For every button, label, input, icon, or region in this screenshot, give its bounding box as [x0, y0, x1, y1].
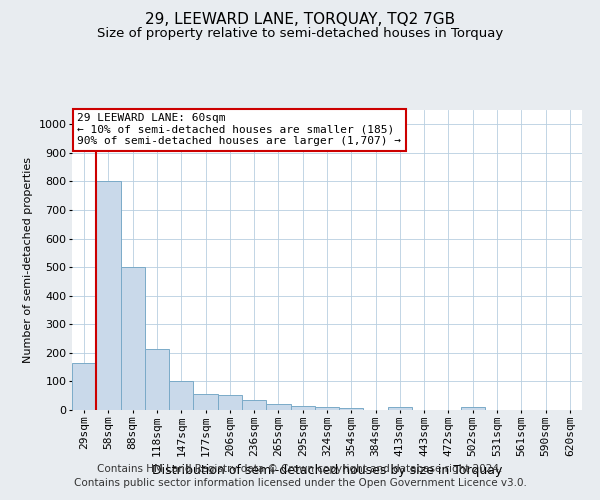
Bar — [461, 407, 485, 410]
Bar — [242, 400, 266, 410]
Bar — [339, 408, 364, 410]
Bar — [72, 363, 96, 410]
Text: 29 LEEWARD LANE: 60sqm
← 10% of semi-detached houses are smaller (185)
90% of se: 29 LEEWARD LANE: 60sqm ← 10% of semi-det… — [77, 113, 401, 146]
Text: Size of property relative to semi-detached houses in Torquay: Size of property relative to semi-detach… — [97, 28, 503, 40]
Bar — [169, 382, 193, 410]
Bar — [266, 404, 290, 410]
Bar — [315, 407, 339, 410]
Text: Contains HM Land Registry data © Crown copyright and database right 2024.
Contai: Contains HM Land Registry data © Crown c… — [74, 464, 526, 487]
X-axis label: Distribution of semi-detached houses by size in Torquay: Distribution of semi-detached houses by … — [152, 464, 502, 477]
Bar — [290, 406, 315, 410]
Bar — [388, 407, 412, 410]
Bar — [218, 395, 242, 410]
Bar — [193, 394, 218, 410]
Bar — [145, 348, 169, 410]
Bar — [96, 182, 121, 410]
Text: 29, LEEWARD LANE, TORQUAY, TQ2 7GB: 29, LEEWARD LANE, TORQUAY, TQ2 7GB — [145, 12, 455, 28]
Bar — [121, 267, 145, 410]
Y-axis label: Number of semi-detached properties: Number of semi-detached properties — [23, 157, 33, 363]
